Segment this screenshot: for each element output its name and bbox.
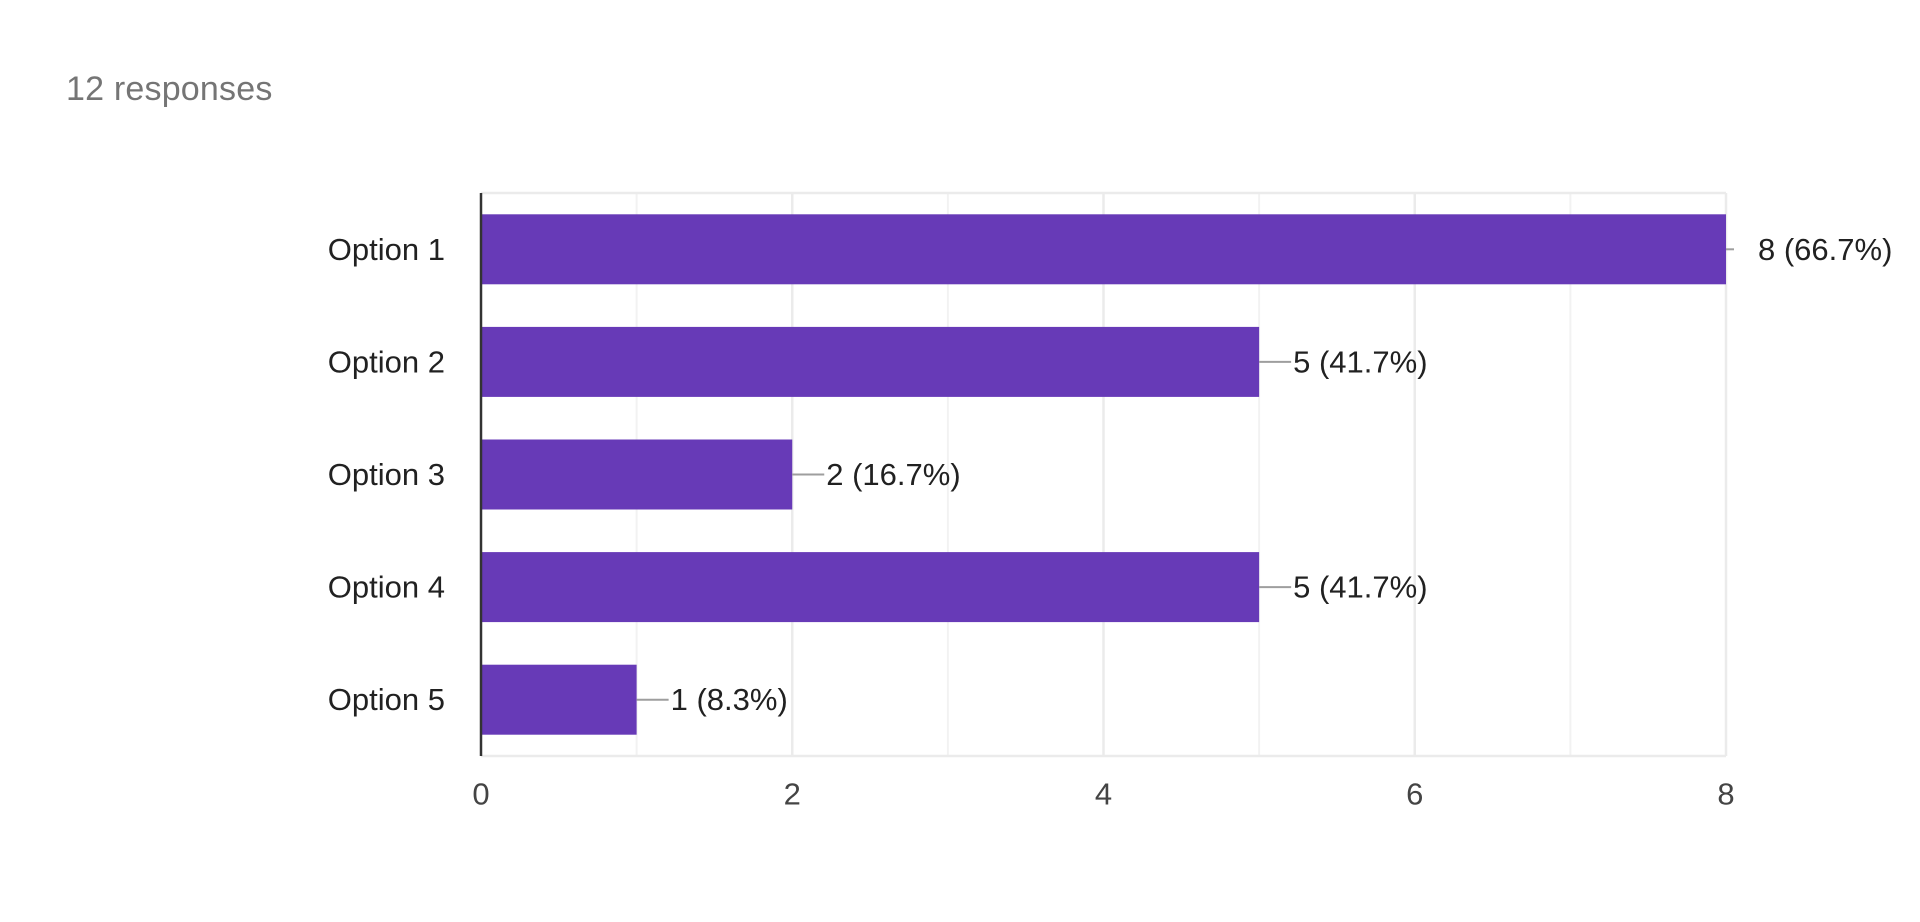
- bar-3: [481, 439, 793, 510]
- bar-1: [481, 214, 1726, 285]
- bar-4: [481, 552, 1260, 623]
- category-label-5: Option 5: [328, 682, 445, 717]
- data-label-1: 8 (66.7%): [1758, 232, 1892, 267]
- category-label-1: Option 1: [328, 232, 445, 267]
- data-label-5: 1 (8.3%): [671, 682, 788, 717]
- data-label-2: 5 (41.7%): [1293, 344, 1427, 379]
- x-tick-label: 6: [1406, 777, 1423, 812]
- data-label-3: 2 (16.7%): [826, 457, 960, 492]
- bar-5: [481, 664, 637, 735]
- category-label-2: Option 2: [328, 344, 445, 379]
- x-tick-label: 4: [1095, 777, 1112, 812]
- bar-2: [481, 326, 1260, 397]
- data-label-4: 5 (41.7%): [1293, 570, 1427, 605]
- x-tick-label: 0: [472, 777, 489, 812]
- category-label-4: Option 4: [328, 570, 445, 605]
- response-count: 12 responses: [66, 70, 273, 108]
- x-tick-label: 8: [1717, 777, 1734, 812]
- x-tick-label: 2: [784, 777, 801, 812]
- category-label-3: Option 3: [328, 457, 445, 492]
